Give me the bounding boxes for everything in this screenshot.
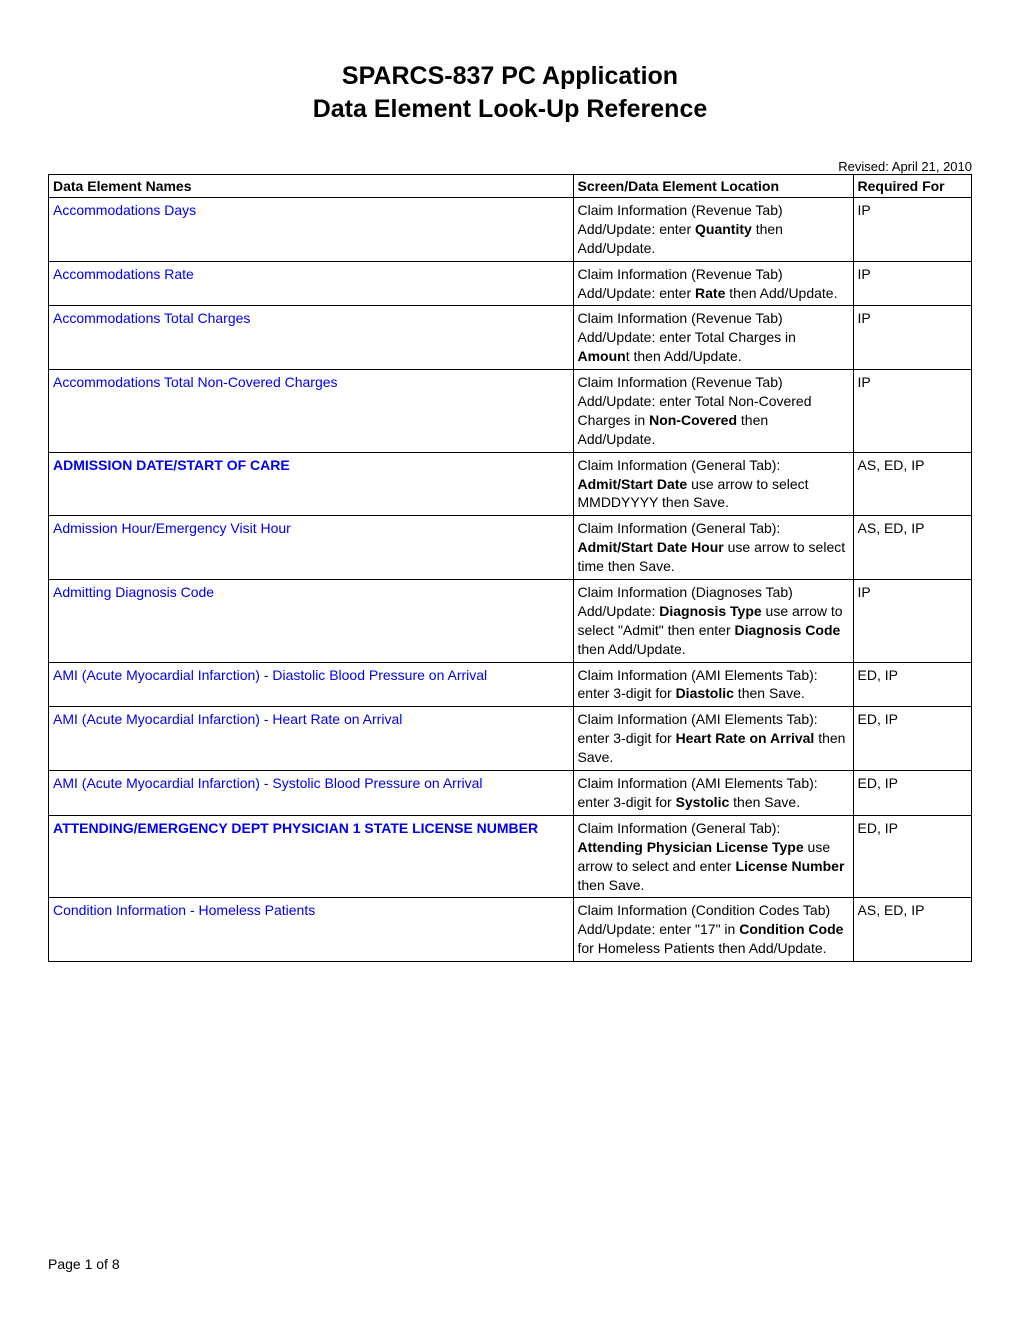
data-element-name-cell: AMI (Acute Myocardial Infarction) - Syst… [49,771,574,816]
required-for-cell: ED, IP [853,815,971,898]
table-row: Admission Hour/Emergency Visit Hour Claim… [49,516,972,580]
page-title-line1: SPARCS-837 PC Application [48,60,972,93]
data-element-link[interactable]: AMI (Acute Myocardial Infarction) - Dias… [53,667,487,683]
data-element-link[interactable]: Accommodations Days [53,202,196,218]
required-for-cell: ED, IP [853,771,971,816]
bold-term: Heart Rate on Arrival [676,730,815,746]
bold-term: Quantity [695,221,752,237]
required-for-cell: IP [853,370,971,453]
data-element-table: Data Element Names Screen/Data Element L… [48,174,972,962]
data-element-name-cell: ADMISSION DATE/START OF CARE [49,452,574,516]
bold-term: Diagnosis Type [659,603,761,619]
required-for-cell: IP [853,198,971,262]
required-for-cell: AS, ED, IP [853,516,971,580]
required-for-cell: ED, IP [853,662,971,707]
col-header-location: Screen/Data Element Location [573,175,853,198]
table-row: Condition Information - Homeless Patient… [49,898,972,962]
bold-term: Non-Covered [649,412,737,428]
data-element-link[interactable]: AMI (Acute Myocardial Infarction) - Syst… [53,775,483,791]
location-cell: Claim Information (General Tab): Admit/S… [573,452,853,516]
bold-term: Amoun [578,348,626,364]
table-row: ADMISSION DATE/START OF CARE Claim Inform… [49,452,972,516]
location-cell: Claim Information (Diagnoses Tab) Add/Up… [573,580,853,663]
table-row: Accommodations Total Charges Claim Inform… [49,306,972,370]
location-cell: Claim Information (General Tab): Attendi… [573,815,853,898]
data-element-link[interactable]: Accommodations Total Charges [53,310,250,326]
table-row: Accommodations Total Non-Covered Charges… [49,370,972,453]
required-for-cell: IP [853,580,971,663]
required-for-cell: AS, ED, IP [853,452,971,516]
data-element-link[interactable]: ADMISSION DATE/START OF CARE [53,457,290,473]
table-row: AMI (Acute Myocardial Infarction) - Syst… [49,771,972,816]
data-element-link[interactable]: Admission Hour/Emergency Visit Hour [53,520,291,536]
location-cell: Claim Information (Revenue Tab) Add/Upda… [573,198,853,262]
data-element-link[interactable]: AMI (Acute Myocardial Infarction) - Hear… [53,711,402,727]
data-element-name-cell: Admission Hour/Emergency Visit Hour [49,516,574,580]
location-cell: Claim Information (AMI Elements Tab): en… [573,707,853,771]
location-cell: Claim Information (Revenue Tab) Add/Upda… [573,261,853,306]
data-element-link[interactable]: ATTENDING/EMERGENCY DEPT PHYSICIAN 1 STA… [53,820,538,836]
page-title-line2: Data Element Look-Up Reference [48,93,972,126]
table-row: Accommodations Days Claim Information (Re… [49,198,972,262]
revised-date: Revised: April 21, 2010 [48,159,972,174]
table-row: ATTENDING/EMERGENCY DEPT PHYSICIAN 1 STA… [49,815,972,898]
data-element-link[interactable]: Admitting Diagnosis Code [53,584,214,600]
data-element-name-cell: Accommodations Days [49,198,574,262]
bold-term: Diagnosis Code [735,622,841,638]
bold-term: Admit/Start Date Hour [578,539,724,555]
col-header-name: Data Element Names [49,175,574,198]
bold-term: Admit/Start Date [578,476,688,492]
data-element-name-cell: Condition Information - Homeless Patient… [49,898,574,962]
bold-term: Diastolic [676,685,734,701]
table-row: Admitting Diagnosis Code Claim Informatio… [49,580,972,663]
data-element-name-cell: Admitting Diagnosis Code [49,580,574,663]
required-for-cell: IP [853,306,971,370]
required-for-cell: ED, IP [853,707,971,771]
bold-term: Condition Code [739,921,843,937]
location-cell: Claim Information (Revenue Tab) Add/Upda… [573,370,853,453]
table-row: AMI (Acute Myocardial Infarction) - Hear… [49,707,972,771]
data-element-name-cell: Accommodations Rate [49,261,574,306]
bold-term: License Number [735,858,844,874]
table-row: AMI (Acute Myocardial Infarction) - Dias… [49,662,972,707]
page-footer: Page 1 of 8 [48,1256,120,1272]
location-cell: Claim Information (AMI Elements Tab): en… [573,662,853,707]
location-cell: Claim Information (Revenue Tab) Add/Upda… [573,306,853,370]
data-element-name-cell: Accommodations Total Non-Covered Charges [49,370,574,453]
table-header-row: Data Element Names Screen/Data Element L… [49,175,972,198]
data-element-name-cell: AMI (Acute Myocardial Infarction) - Hear… [49,707,574,771]
data-element-name-cell: Accommodations Total Charges [49,306,574,370]
location-cell: Claim Information (Condition Codes Tab) … [573,898,853,962]
table-row: Accommodations Rate Claim Information (Re… [49,261,972,306]
location-cell: Claim Information (General Tab): Admit/S… [573,516,853,580]
required-for-cell: AS, ED, IP [853,898,971,962]
data-element-link[interactable]: Accommodations Rate [53,266,194,282]
col-header-required: Required For [853,175,971,198]
bold-term: Rate [695,285,725,301]
data-element-name-cell: AMI (Acute Myocardial Infarction) - Dias… [49,662,574,707]
data-element-name-cell: ATTENDING/EMERGENCY DEPT PHYSICIAN 1 STA… [49,815,574,898]
location-cell: Claim Information (AMI Elements Tab): en… [573,771,853,816]
bold-term: Systolic [676,794,730,810]
bold-term: Attending Physician License Type [578,839,804,855]
data-element-link[interactable]: Condition Information - Homeless Patient… [53,902,315,918]
required-for-cell: IP [853,261,971,306]
data-element-link[interactable]: Accommodations Total Non-Covered Charges [53,374,338,390]
